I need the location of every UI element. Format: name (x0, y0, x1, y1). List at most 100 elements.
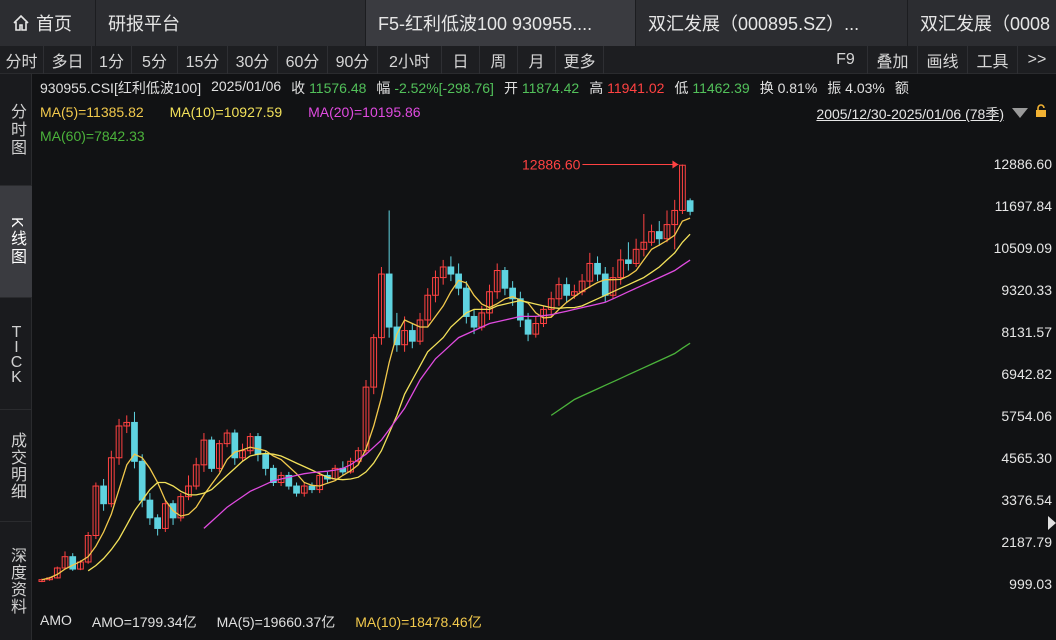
period-button-day[interactable]: 日 (442, 45, 480, 74)
price-axis-label: 6942.82 (1001, 365, 1052, 382)
amount-label: 额 (894, 80, 909, 96)
candle-up (416, 319, 424, 342)
price-axis-label: 12886.60 (993, 156, 1052, 172)
kline-chart-panel[interactable]: 12886.60 930955.CSI[红利低波100] 2025/01/06 … (32, 74, 1056, 640)
side-tab-fenshi[interactable]: 分时图 (0, 74, 32, 186)
price-axis-label: 5754.06 (1001, 407, 1052, 424)
tab-research[interactable]: 研报平台 (96, 0, 366, 46)
period-button-more[interactable]: 更多 (556, 45, 604, 74)
tab-active-index[interactable]: F5-红利低波100 930955.... (366, 0, 636, 46)
change-label: 幅 (376, 80, 391, 96)
period-button-2hour[interactable]: 2小时 (378, 45, 442, 74)
side-tab-trade-detail[interactable]: 成交明细 (0, 410, 32, 522)
tools-button[interactable]: 工具 (968, 45, 1018, 74)
ma10-legend: MA(10)=10927.59 (169, 104, 283, 120)
period-button-month[interactable]: 月 (518, 45, 556, 74)
lock-icon[interactable] (1034, 104, 1048, 118)
candle-up (432, 277, 439, 296)
candle-down (270, 467, 277, 484)
ma60-line (550, 342, 691, 416)
side-tab-depth-info-label: 深度资料 (8, 547, 25, 615)
ma-legend-row-1: MA(5)=11385.82 MA(10)=10927.59 MA(20)=10… (40, 104, 421, 120)
candle-down (231, 432, 239, 459)
candle-down (524, 319, 532, 335)
candle-up (177, 496, 185, 519)
candle-up (200, 439, 208, 466)
candle-up (640, 241, 648, 250)
date-range-dropdown-icon[interactable] (1012, 108, 1028, 118)
side-tab-depth-info[interactable]: 深度资料 (0, 522, 32, 640)
candle-down (254, 436, 262, 455)
expand-toolbar-button[interactable]: >> (1027, 50, 1047, 68)
candle-down (462, 287, 470, 317)
date-range-selector[interactable]: 2005/12/30-2025/01/06 (78季) (816, 106, 1004, 122)
candle-down (262, 453, 270, 469)
period-button-5min[interactable]: 5分 (132, 45, 178, 74)
period-button-1min[interactable]: 1分 (92, 45, 132, 74)
f9-button[interactable]: F9 (824, 45, 868, 74)
amo-value: AMO=1799.34亿 (91, 614, 197, 630)
ma60-legend: MA(60)=7842.33 (40, 128, 145, 144)
side-tab-kline[interactable]: K线图 (0, 186, 32, 298)
side-tab-fenshi-label: 分时图 (8, 102, 25, 157)
amo-ma10: MA(10)=18478.46亿 (355, 614, 482, 630)
candle-down (308, 485, 316, 491)
high-field: 高 11941.02 (589, 78, 664, 98)
candle-up (92, 485, 100, 537)
amplitude-value: 4.03% (845, 80, 885, 96)
peak-label: 12886.60 (522, 157, 581, 173)
candle-up (216, 443, 223, 469)
amplitude-field: 振 4.03% (827, 78, 885, 98)
home-icon (13, 14, 29, 31)
tab-stock[interactable]: 双汇发展（000895.SZ）... (636, 0, 908, 46)
period-button-week[interactable]: 周 (480, 45, 518, 74)
price-axis-label: 2187.79 (1001, 533, 1052, 550)
toolbar-spacer (604, 46, 824, 74)
candle-up (617, 259, 625, 279)
candle-up (316, 474, 324, 491)
open-field: 开 11874.42 (504, 78, 579, 98)
period-button-60min[interactable]: 60分 (278, 45, 328, 74)
price-axis-label: 8131.57 (1001, 324, 1052, 340)
ma5-line (41, 217, 691, 581)
candle-down (285, 474, 293, 487)
period-button-15min[interactable]: 15分 (178, 45, 228, 74)
scroll-right-icon[interactable] (1048, 516, 1056, 530)
price-axis-label: 10509.09 (993, 239, 1052, 256)
candle-down (408, 330, 416, 342)
candle-down (516, 298, 524, 321)
tab-stock-2[interactable]: 双汇发展（0008 (908, 0, 1056, 46)
amplitude-label: 振 (827, 80, 842, 96)
tab-bar: 首页 研报平台 F5-红利低波100 930955.... 双汇发展（00089… (0, 0, 1056, 46)
kline-chart[interactable]: 12886.60 (32, 74, 1056, 640)
candle-down (138, 460, 146, 501)
candle-down (501, 270, 509, 289)
tab-home[interactable]: 首页 (0, 0, 96, 46)
candle-up (439, 266, 447, 279)
overlay-button[interactable]: 叠加 (868, 45, 918, 74)
candle-up (663, 224, 671, 240)
candle-down (470, 315, 478, 328)
tab-active-label: F5-红利低波100 930955.... (378, 14, 593, 34)
side-tab-tick[interactable]: TICK (0, 298, 32, 410)
candle-down (154, 517, 161, 529)
quote-date: 2025/01/06 (211, 78, 282, 94)
close-field: 收 11576.48 (291, 78, 366, 98)
side-tabs: 分时图 K线图 TICK 成交明细 深度资料 (0, 74, 32, 640)
period-button-multiday[interactable]: 多日 (44, 45, 92, 74)
period-button-30min[interactable]: 30分 (228, 45, 278, 74)
candle-up (609, 277, 617, 296)
period-button-fenshi[interactable]: 分时 (0, 45, 44, 74)
period-button-90min[interactable]: 90分 (328, 45, 378, 74)
draw-line-button[interactable]: 画线 (918, 45, 968, 74)
candle-up (300, 485, 308, 494)
ma20-legend: MA(20)=10195.86 (308, 104, 421, 120)
candle-up (161, 503, 169, 529)
candle-up (586, 262, 594, 282)
change-value: -2.52%[-298.76] (394, 80, 494, 96)
price-axis-label: 3376.54 (1001, 492, 1052, 508)
candle-up (486, 291, 493, 314)
candle-up (493, 270, 501, 293)
low-field: 低 11462.39 (674, 78, 749, 98)
candle-down (146, 499, 154, 519)
